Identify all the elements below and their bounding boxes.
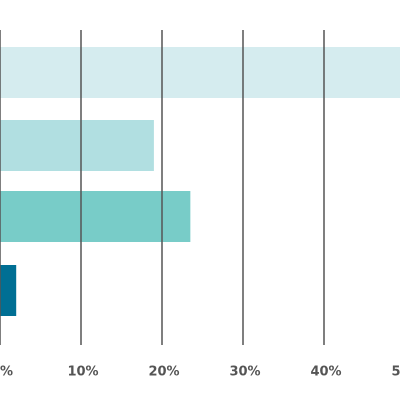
x-tick-label: 10% xyxy=(67,365,98,380)
bar xyxy=(0,265,17,316)
x-tick-label: 20% xyxy=(148,365,179,380)
x-tick-label: 0% xyxy=(0,365,13,380)
x-tick-label: 30% xyxy=(229,365,260,380)
bar xyxy=(0,191,191,242)
x-tick-label: 40% xyxy=(310,365,341,380)
x-tick-label: 50% xyxy=(391,365,400,380)
bar xyxy=(0,47,400,98)
bar xyxy=(0,120,154,171)
